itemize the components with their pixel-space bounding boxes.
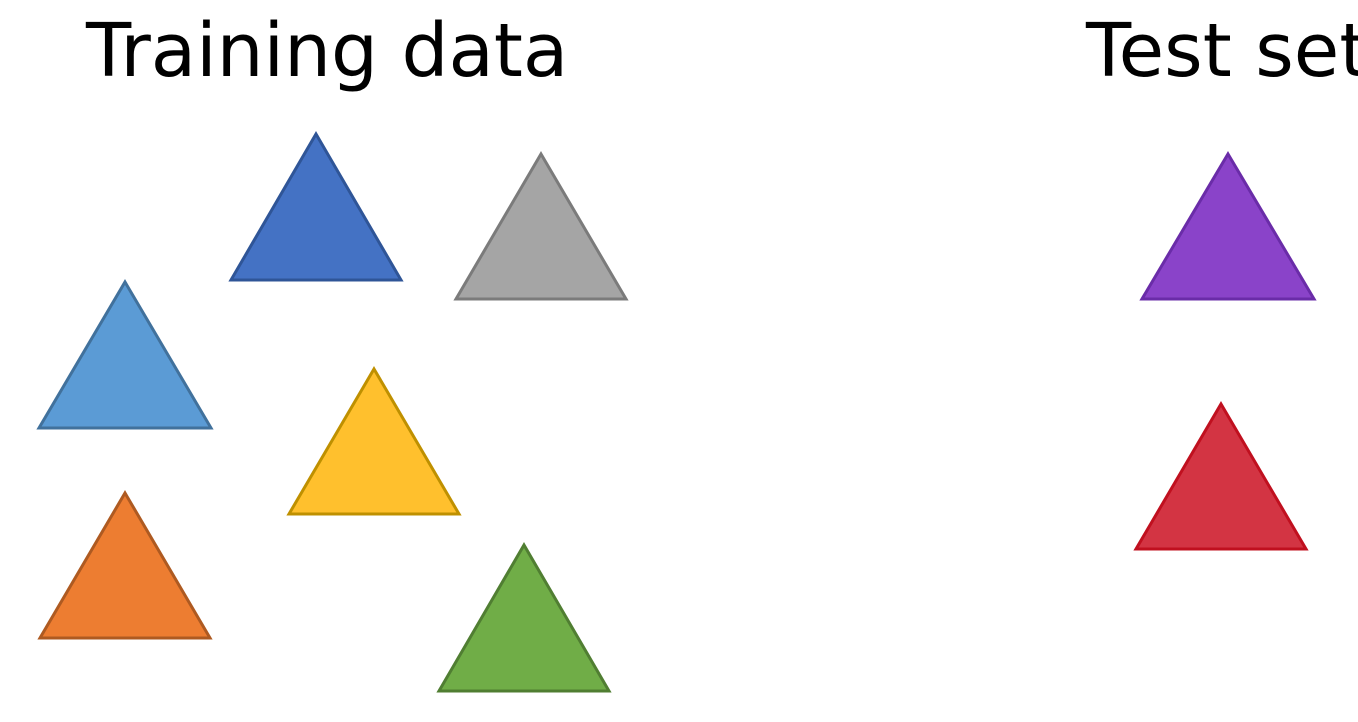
gray-triangle	[453, 151, 629, 301]
test-set-group	[1133, 151, 1317, 551]
test-set-title: Test set	[1086, 8, 1358, 94]
training-data-title: Training data	[86, 8, 569, 94]
orange-triangle	[37, 490, 213, 640]
red-triangle	[1133, 401, 1309, 551]
yellow-triangle	[286, 366, 462, 516]
dark-blue-triangle	[228, 131, 404, 282]
training-data-group	[36, 131, 629, 693]
light-blue-triangle	[36, 279, 214, 430]
purple-triangle	[1139, 151, 1317, 301]
green-triangle	[436, 542, 612, 693]
